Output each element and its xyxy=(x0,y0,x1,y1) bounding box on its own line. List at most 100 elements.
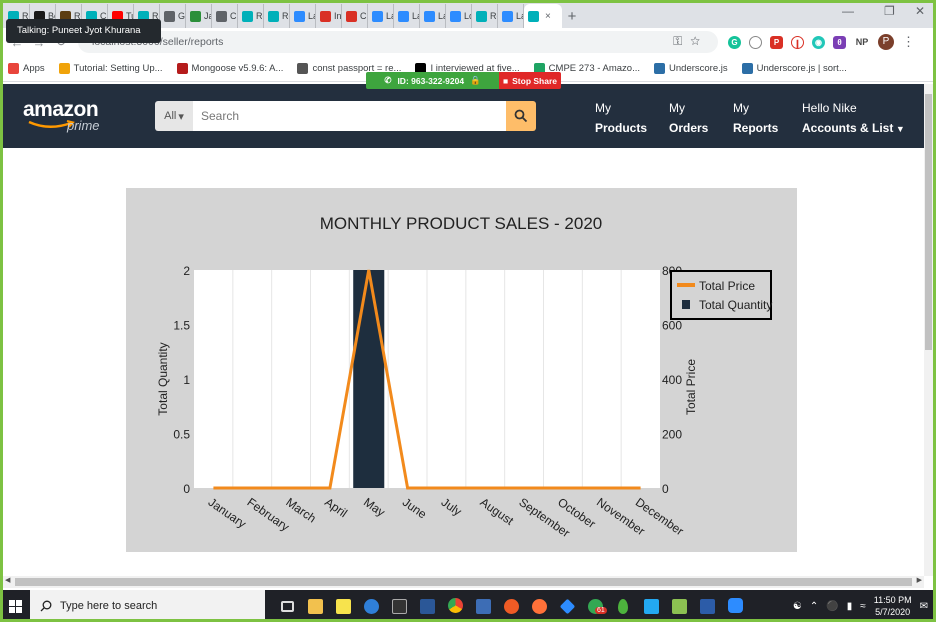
chrome-icon[interactable] xyxy=(441,590,469,622)
browser-tab[interactable]: Re xyxy=(134,4,160,28)
extension-teal-icon[interactable]: ◉ xyxy=(812,35,825,49)
browser-tab[interactable]: Cl xyxy=(212,4,238,28)
browser-tab[interactable]: Gr xyxy=(160,4,186,28)
bookmark-item[interactable]: Underscore.js | sort... xyxy=(741,63,847,74)
postman-icon[interactable] xyxy=(497,590,525,622)
pinterest-icon[interactable]: P xyxy=(770,35,783,49)
browser-tab[interactable]: Int xyxy=(316,4,342,28)
search-button[interactable] xyxy=(506,101,536,131)
browser-tab[interactable]: Jav xyxy=(186,4,212,28)
horizontal-scrollbar[interactable]: ◀ ▶ xyxy=(3,576,924,588)
y-tick-label: 1 xyxy=(183,373,190,387)
browser-tab[interactable]: La xyxy=(420,4,446,28)
powershell-icon[interactable] xyxy=(693,590,721,622)
wifi-icon[interactable]: ≈ xyxy=(860,600,866,612)
vs-code-blue-icon[interactable] xyxy=(469,590,497,622)
browser-tab[interactable]: Bc xyxy=(30,4,56,28)
browser-tab[interactable]: La xyxy=(368,4,394,28)
firefox-icon[interactable] xyxy=(525,590,553,622)
taskbar-search-placeholder: Type here to search xyxy=(60,600,158,612)
key-and-star-icons[interactable]: ⚿☆ xyxy=(673,34,708,48)
clock-date: 5/7/2020 xyxy=(875,607,911,617)
action-center-icon[interactable]: ✉ xyxy=(919,600,928,612)
y-right-axis-label: Total Price xyxy=(684,359,698,415)
microphone-icon[interactable]: ⚫ xyxy=(826,600,839,612)
browser-tab[interactable]: Re xyxy=(56,4,82,28)
browser-tab[interactable]: Re xyxy=(238,4,264,28)
browser-tab[interactable]: Tu xyxy=(108,4,134,28)
nav-my-products[interactable]: My Products xyxy=(595,98,647,138)
minimize-icon[interactable]: — xyxy=(842,4,854,18)
bookmark-favicon-icon xyxy=(297,63,309,74)
word-icon[interactable] xyxy=(413,590,441,622)
browser-tab[interactable]: Ch xyxy=(342,4,368,28)
browser-tab[interactable]: Re xyxy=(472,4,498,28)
browser-menu-icon[interactable]: ⋮ xyxy=(902,34,915,49)
sourcetree-icon[interactable] xyxy=(553,590,581,622)
taskbar-clock[interactable]: 11:50 PM 5/7/2020 xyxy=(874,594,912,618)
vscode-icon[interactable] xyxy=(637,590,665,622)
sales-chart-panel: MONTHLY PRODUCT SALES - 2020 0 0.5 1 1.5 2 0 20… xyxy=(126,188,797,552)
browser-tab[interactable]: Cr xyxy=(82,4,108,28)
bookmark-label: Apps xyxy=(23,63,45,74)
scroll-right-icon[interactable]: ▶ xyxy=(916,577,922,584)
browser-tab[interactable]: Re xyxy=(264,4,290,28)
taskbar-search-box[interactable]: Type here to search xyxy=(30,590,265,622)
vertical-scrollbar[interactable] xyxy=(924,84,933,576)
browser-tab[interactable]: Lo xyxy=(446,4,472,28)
chrome-badge-icon[interactable]: 61 xyxy=(581,590,609,622)
browser-tab[interactable]: La xyxy=(498,4,524,28)
profile-avatar[interactable]: P xyxy=(878,34,894,50)
bookmark-item[interactable]: CMPE 273 - Amazo... xyxy=(533,63,640,74)
bookmark-item[interactable]: Apps xyxy=(8,63,45,74)
nav-my-reports[interactable]: My Reports xyxy=(733,98,778,138)
pause-icon[interactable]: ❙ xyxy=(791,35,804,49)
bookmark-item[interactable]: I interviewed at five... xyxy=(415,63,520,74)
bookmark-item[interactable]: Tutorial: Setting Up... xyxy=(58,63,163,74)
extension-purple-icon[interactable]: θ xyxy=(833,35,846,49)
bookmark-label: Tutorial: Setting Up... xyxy=(73,63,163,74)
sticky-notes-icon[interactable] xyxy=(329,590,357,622)
bookmark-item[interactable]: const passport = re... xyxy=(297,63,401,74)
browser-tab[interactable]: La xyxy=(290,4,316,28)
amazon-prime-logo[interactable]: amazon prime xyxy=(23,98,100,133)
edge-icon[interactable] xyxy=(357,590,385,622)
url-field[interactable]: localhost:3000/seller/reports ⚿☆ xyxy=(78,31,718,53)
terminal-icon[interactable] xyxy=(385,590,413,622)
bookmark-item[interactable]: Mongoose v5.9.6: A... xyxy=(176,63,283,74)
people-icon[interactable]: ☯ xyxy=(792,600,802,612)
active-browser-tab[interactable]: × xyxy=(524,4,562,28)
bookmark-item[interactable]: Underscore.js xyxy=(654,63,728,74)
task-view-icon[interactable] xyxy=(273,590,301,622)
chart-title: MONTHLY PRODUCT SALES - 2020 xyxy=(320,214,602,233)
start-button[interactable] xyxy=(0,590,30,622)
grammarly-icon[interactable]: G xyxy=(728,35,741,49)
notepad-icon[interactable] xyxy=(665,590,693,622)
nav-my-orders[interactable]: My Orders xyxy=(669,98,708,138)
tab-favicon-icon xyxy=(242,10,253,22)
stop-share-button[interactable]: ■ Stop Share xyxy=(499,72,561,89)
zoom-icon[interactable] xyxy=(721,590,749,622)
scroll-left-icon[interactable]: ◀ xyxy=(5,577,11,584)
battery-icon[interactable]: ▮ xyxy=(846,600,853,612)
browser-tab[interactable]: Re xyxy=(4,4,30,28)
browser-tab[interactable]: La xyxy=(394,4,420,28)
nav-account-dropdown[interactable]: Hello Nike Accounts & List ▼ xyxy=(802,98,905,139)
horizontal-scrollbar-thumb[interactable] xyxy=(15,578,912,586)
search-category-dropdown[interactable]: All ▾ xyxy=(155,101,193,131)
extension-circle-icon[interactable] xyxy=(749,35,762,49)
extension-np-icon[interactable]: NP xyxy=(854,35,870,49)
vertical-scrollbar-thumb[interactable] xyxy=(925,94,932,350)
new-tab-button[interactable]: + xyxy=(567,7,577,25)
search-input[interactable] xyxy=(193,101,506,131)
share-id-badge[interactable]: ✆ ID: 963-322-9204 🔒 xyxy=(366,72,499,89)
file-explorer-icon[interactable] xyxy=(301,590,329,622)
tab-close-icon[interactable]: × xyxy=(545,10,551,22)
nav-account-label: Accounts & List xyxy=(802,121,894,135)
close-window-icon[interactable]: ✕ xyxy=(915,4,926,18)
tab-label: Re xyxy=(282,11,289,21)
restore-icon[interactable]: ❐ xyxy=(884,4,895,18)
stop-icon: ■ xyxy=(502,75,509,86)
mongodb-icon[interactable] xyxy=(609,590,637,622)
tray-chevron-icon[interactable]: ⌃ xyxy=(809,600,819,612)
